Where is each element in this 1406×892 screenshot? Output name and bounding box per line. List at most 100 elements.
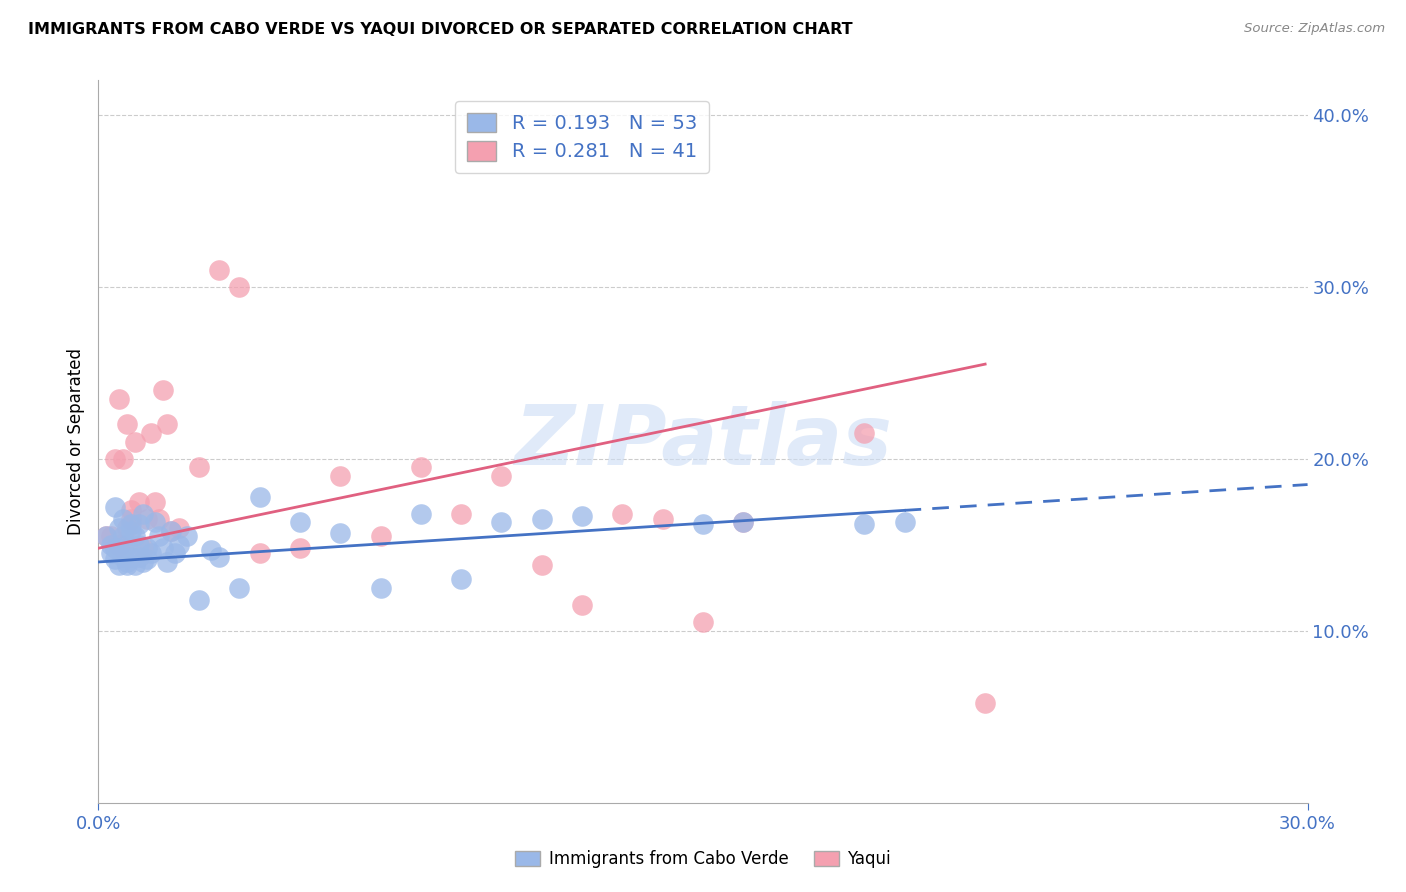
Yaqui [651,512,673,526]
Yaqui [103,541,125,556]
Immigrants from Cabo Verde [100,538,122,552]
Yaqui [115,520,138,534]
Immigrants from Cabo Verde [107,520,129,534]
Immigrants from Cabo Verde [853,517,876,532]
Legend: R = 0.193   N = 53, R = 0.281   N = 41: R = 0.193 N = 53, R = 0.281 N = 41 [456,101,709,173]
Yaqui [188,460,211,475]
Yaqui [853,425,876,440]
Immigrants from Cabo Verde [156,555,179,569]
Immigrants from Cabo Verde [148,529,170,543]
Yaqui [103,451,125,466]
Immigrants from Cabo Verde [188,592,211,607]
Yaqui [111,541,134,556]
Immigrants from Cabo Verde [160,524,183,538]
Immigrants from Cabo Verde [115,555,138,569]
Yaqui [167,520,190,534]
Immigrants from Cabo Verde [124,558,146,573]
Text: IMMIGRANTS FROM CABO VERDE VS YAQUI DIVORCED OR SEPARATED CORRELATION CHART: IMMIGRANTS FROM CABO VERDE VS YAQUI DIVO… [28,22,853,37]
Immigrants from Cabo Verde [103,551,125,566]
Immigrants from Cabo Verde [409,507,432,521]
Immigrants from Cabo Verde [132,507,155,521]
Yaqui [974,696,997,710]
Yaqui [96,529,118,543]
Immigrants from Cabo Verde [139,546,162,560]
Immigrants from Cabo Verde [132,555,155,569]
Yaqui [160,524,183,538]
Y-axis label: Divorced or Separated: Divorced or Separated [66,348,84,535]
Immigrants from Cabo Verde [491,516,513,530]
Immigrants from Cabo Verde [115,538,138,552]
Yaqui [692,615,714,630]
Yaqui [111,451,134,466]
Immigrants from Cabo Verde [96,529,118,543]
Immigrants from Cabo Verde [152,541,174,556]
Immigrants from Cabo Verde [370,581,392,595]
Yaqui [288,541,311,556]
Immigrants from Cabo Verde [107,541,129,556]
Text: ZIPatlas: ZIPatlas [515,401,891,482]
Immigrants from Cabo Verde [135,551,157,566]
Legend: Immigrants from Cabo Verde, Yaqui: Immigrants from Cabo Verde, Yaqui [509,844,897,875]
Text: Source: ZipAtlas.com: Source: ZipAtlas.com [1244,22,1385,36]
Immigrants from Cabo Verde [571,508,593,523]
Yaqui [148,512,170,526]
Immigrants from Cabo Verde [176,529,198,543]
Immigrants from Cabo Verde [111,549,134,564]
Immigrants from Cabo Verde [893,516,915,530]
Immigrants from Cabo Verde [107,558,129,573]
Immigrants from Cabo Verde [163,546,186,560]
Yaqui [100,529,122,543]
Immigrants from Cabo Verde [124,529,146,543]
Yaqui [370,529,392,543]
Immigrants from Cabo Verde [288,516,311,530]
Yaqui [115,417,138,432]
Immigrants from Cabo Verde [115,558,138,573]
Yaqui [156,417,179,432]
Yaqui [120,503,142,517]
Yaqui [135,512,157,526]
Yaqui [124,434,146,449]
Yaqui [107,392,129,406]
Yaqui [491,469,513,483]
Immigrants from Cabo Verde [450,572,472,586]
Yaqui [450,507,472,521]
Yaqui [530,558,553,573]
Yaqui [228,279,250,293]
Immigrants from Cabo Verde [111,529,134,543]
Immigrants from Cabo Verde [128,538,150,552]
Yaqui [152,383,174,397]
Immigrants from Cabo Verde [100,546,122,560]
Immigrants from Cabo Verde [208,549,231,564]
Immigrants from Cabo Verde [200,542,222,557]
Yaqui [329,469,352,483]
Immigrants from Cabo Verde [128,517,150,532]
Immigrants from Cabo Verde [143,516,166,530]
Yaqui [409,460,432,475]
Yaqui [733,516,755,530]
Yaqui [120,512,142,526]
Immigrants from Cabo Verde [530,512,553,526]
Yaqui [249,546,271,560]
Immigrants from Cabo Verde [167,538,190,552]
Yaqui [128,494,150,508]
Immigrants from Cabo Verde [103,541,125,556]
Immigrants from Cabo Verde [692,517,714,532]
Immigrants from Cabo Verde [733,516,755,530]
Immigrants from Cabo Verde [120,549,142,564]
Yaqui [139,425,162,440]
Yaqui [107,538,129,552]
Yaqui [143,494,166,508]
Yaqui [571,598,593,612]
Immigrants from Cabo Verde [120,524,142,538]
Yaqui [208,262,231,277]
Immigrants from Cabo Verde [120,517,142,532]
Yaqui [132,541,155,556]
Immigrants from Cabo Verde [249,490,271,504]
Immigrants from Cabo Verde [135,541,157,556]
Immigrants from Cabo Verde [228,581,250,595]
Immigrants from Cabo Verde [103,500,125,514]
Immigrants from Cabo Verde [111,512,134,526]
Immigrants from Cabo Verde [329,525,352,540]
Yaqui [612,507,634,521]
Immigrants from Cabo Verde [128,549,150,564]
